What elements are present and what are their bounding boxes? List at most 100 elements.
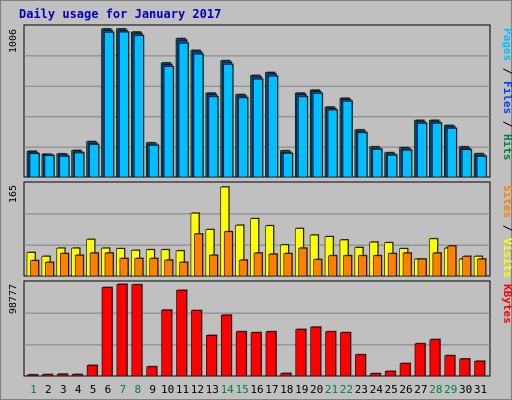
bar-sites: [268, 253, 278, 277]
bar-kbytes: [414, 343, 426, 377]
bar-sites: [194, 233, 203, 277]
bar-sites: [45, 262, 54, 277]
bar-kbytes: [265, 331, 277, 377]
bar-kbytes: [71, 374, 83, 377]
bar-kbytes: [474, 360, 485, 377]
legend-entry: Visits: [501, 238, 512, 278]
bar-pages: [59, 156, 70, 178]
bar-kbytes: [444, 355, 456, 377]
bar-sites: [30, 260, 39, 277]
bar-kbytes: [399, 363, 411, 377]
bar-kbytes: [86, 365, 98, 377]
panel-legend: Pages / Files / Hits: [501, 28, 512, 161]
x-tick-label: 13: [206, 383, 219, 396]
x-tick-label: 8: [134, 383, 141, 396]
bar-pages: [178, 42, 189, 178]
bar-sites: [119, 258, 129, 277]
panel-max-label: 1006: [8, 29, 19, 53]
bar-pages: [312, 93, 323, 178]
bar-pages: [119, 31, 129, 178]
bar-kbytes: [369, 373, 381, 377]
panel-legend: KBytes: [501, 284, 512, 324]
bar-pages: [402, 149, 412, 178]
bar-pages: [387, 154, 397, 178]
bar-kbytes: [250, 332, 262, 377]
bar-sites: [298, 247, 308, 277]
bar-kbytes: [161, 309, 172, 377]
bar-kbytes: [131, 284, 143, 377]
bar-sites: [447, 245, 457, 277]
bar-pages: [417, 123, 427, 178]
bar-kbytes: [176, 290, 187, 377]
bar-pages: [357, 132, 368, 178]
bar-pages: [223, 64, 234, 178]
bar-kbytes: [146, 366, 158, 377]
bar-pages: [268, 75, 278, 178]
bar-pages: [372, 149, 383, 178]
legend-entry: /: [501, 61, 512, 81]
bar-pages: [476, 156, 487, 178]
legend-entry: /: [501, 114, 512, 134]
x-tick-label: 6: [105, 383, 112, 396]
bar-sites: [223, 231, 233, 277]
bar-sites: [74, 254, 84, 277]
bar-pages: [104, 32, 114, 178]
x-tick-label: 26: [399, 383, 412, 396]
bar-pages: [74, 152, 85, 178]
legend-entry: Sites: [501, 185, 512, 218]
bar-pages: [432, 123, 442, 178]
x-tick-label: 21: [325, 383, 338, 396]
bar-pages: [297, 96, 308, 178]
panel-max-label: 98777: [8, 284, 19, 314]
bar-sites: [164, 259, 173, 277]
x-tick-label: 30: [459, 383, 472, 396]
x-tick-label: 28: [429, 383, 442, 396]
bar-kbytes: [27, 374, 38, 377]
bar-sites: [477, 258, 486, 277]
bar-pages: [446, 128, 457, 178]
bar-sites: [343, 255, 352, 277]
bar-sites: [104, 252, 114, 277]
bar-kbytes: [206, 335, 217, 377]
bar-pages: [283, 153, 293, 178]
x-tick-label: 2: [45, 383, 52, 396]
x-tick-label: 27: [414, 383, 427, 396]
bar-sites: [358, 255, 367, 277]
panel-legend: Sites / Visits: [501, 185, 512, 278]
bar-pages: [342, 100, 353, 178]
bar-kbytes: [459, 358, 470, 377]
bar-kbytes: [220, 314, 232, 377]
bar-kbytes: [429, 339, 441, 377]
panel-max-label: 165: [8, 185, 19, 203]
bar-sites: [417, 258, 427, 277]
bar-kbytes: [191, 310, 202, 377]
bar-kbytes: [116, 284, 128, 377]
x-tick-label: 19: [295, 383, 308, 396]
x-tick-label: 31: [474, 383, 487, 396]
x-tick-label: 3: [60, 383, 67, 396]
bar-kbytes: [295, 329, 307, 377]
bar-sites: [89, 252, 99, 277]
legend-entry: KBytes: [501, 284, 512, 324]
bar-pages: [193, 53, 204, 178]
legend-entry: Hits: [501, 134, 512, 161]
bar-pages: [44, 155, 55, 178]
bar-sites: [134, 258, 144, 277]
bar-pages: [29, 153, 40, 178]
bar-pages: [327, 109, 338, 178]
bar-kbytes: [57, 373, 68, 377]
x-tick-label: 20: [310, 383, 323, 396]
bar-pages: [148, 145, 159, 178]
x-tick-label: 10: [161, 383, 174, 396]
bar-sites: [402, 252, 412, 277]
bar-sites: [209, 254, 218, 277]
bar-kbytes: [340, 332, 351, 377]
bar-sites: [253, 252, 263, 277]
bar-pages: [461, 149, 472, 178]
x-tick-label: 16: [250, 383, 263, 396]
bar-pages: [208, 96, 219, 178]
bar-pages: [163, 66, 174, 178]
bar-pages: [134, 35, 144, 178]
legend-entry: Files: [501, 81, 512, 114]
bar-kbytes: [42, 374, 53, 377]
